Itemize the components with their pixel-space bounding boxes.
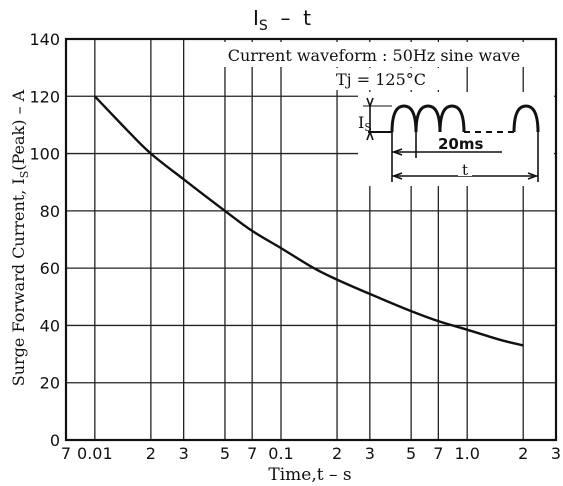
x-tick-label-11: 1.0 [454,444,479,463]
y-tick-label-1: 20 [40,374,60,393]
waveform-annotation: Current waveform : 50Hz sine wave [228,46,521,65]
x-tick-label-4: 5 [220,444,230,463]
x-tick-label-6: 0.1 [268,444,293,463]
y-tick-label-0: 0 [50,431,60,450]
y-tick-label-6: 120 [29,87,60,106]
is-label: IS [358,113,372,134]
x-tick-label-5: 7 [247,444,257,463]
y-tick-label-2: 40 [40,316,60,335]
x-tick-label-7: 2 [332,444,342,463]
waveform-inset: Current waveform : 50Hz sine wave Tj = 1… [200,42,554,186]
chart-title: IS – t [253,6,311,34]
x-axis: 7 0.01 2 3 5 7 0.1 2 3 5 7 1.0 2 3 [61,444,561,463]
x-tick-label-1: 0.01 [77,444,113,463]
period-label: 20ms [438,135,484,153]
y-tick-label-3: 60 [40,259,60,278]
x-tick-label-0: 7 [61,444,71,463]
y-tick-label-7: 140 [29,30,60,49]
y-tick-label-4: 80 [40,202,60,221]
x-tick-label-12: 2 [518,444,528,463]
x-axis-label: Time,t – s [268,465,351,485]
tj-annotation: Tj = 125°C [336,70,426,89]
series-line [93,95,524,347]
x-tick-label-2: 2 [146,444,156,463]
half-sine-waves [390,104,540,133]
x-tick-label-3: 3 [179,444,189,463]
y-axis-label: Surge Forward Current, IS(Peak) – A [9,89,31,386]
x-tick-label-9: 5 [406,444,416,463]
x-tick-label-8: 3 [365,444,375,463]
x-tick-label-10: 7 [433,444,443,463]
x-tick-label-13: 3 [551,444,561,463]
t-label: t [462,161,468,179]
y-axis: 0 20 40 60 80 100 120 140 [29,30,60,450]
y-tick-label-5: 100 [29,145,60,164]
plot-frame [64,37,558,442]
